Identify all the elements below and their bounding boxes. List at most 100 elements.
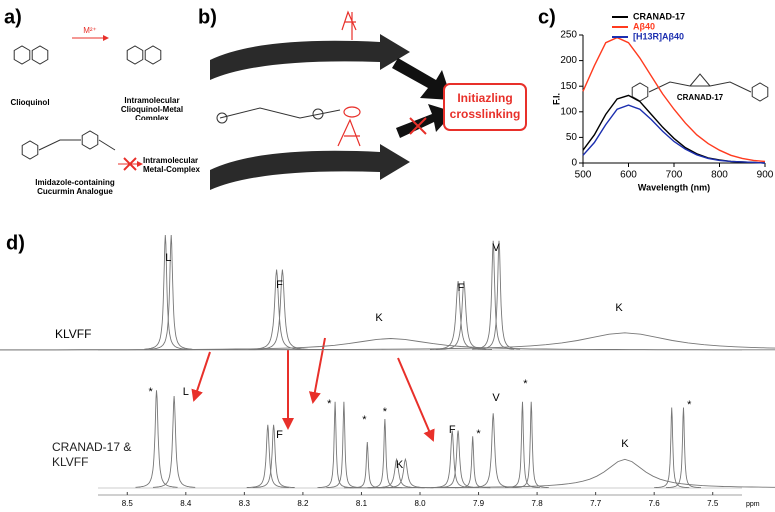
y-tick-label: 250	[560, 30, 577, 41]
peak	[343, 458, 775, 489]
peak-label: V	[492, 392, 500, 404]
cross	[409, 117, 427, 135]
metal-label: M²⁺	[83, 26, 97, 35]
y-tick-label: 100	[560, 106, 577, 117]
series-line	[582, 94, 766, 164]
y-tick-label: 150	[560, 81, 577, 92]
block-arrow	[392, 58, 452, 100]
box-label: Initiazling crosslinking	[449, 91, 521, 121]
peak	[431, 430, 474, 489]
peak	[144, 234, 187, 350]
series-line	[582, 36, 766, 163]
molecule-sketches	[13, 45, 769, 160]
ring	[31, 45, 49, 65]
y-tick-label: 50	[566, 132, 578, 143]
ring	[81, 130, 99, 150]
legend-label: [H13R]Aβ40	[633, 31, 684, 41]
analogue-text: Imidazole-containing Cucurmin Analogue	[35, 178, 115, 196]
peak-label: *	[687, 399, 692, 411]
analogue-label: Imidazole-containing Cucurmin Analogue	[35, 178, 115, 196]
panel-label: b)	[198, 6, 217, 28]
peak	[472, 240, 515, 350]
peak	[252, 424, 295, 489]
x-tick-label: 700	[666, 170, 683, 181]
peak-label: F	[458, 282, 465, 294]
peak-label: F	[449, 424, 456, 436]
peak-label: L	[165, 252, 171, 264]
series-line	[582, 104, 766, 164]
peak	[349, 441, 385, 489]
x-tick-label: 7.5	[707, 499, 719, 508]
peak-label: L	[183, 386, 189, 398]
spectrum-name: KLVFF	[55, 327, 91, 341]
peak	[150, 234, 193, 350]
x-tick-label: 8.2	[297, 499, 309, 508]
peak	[0, 338, 775, 351]
crosslink-box	[443, 83, 527, 131]
box-text: Initiazling crosslinking	[449, 91, 521, 121]
peak	[0, 332, 775, 351]
complex-text: Intramolecular Clioquinol-Metal Complex	[120, 96, 184, 120]
spectrum-name: CRANAD-17 & KLVFF	[52, 440, 132, 469]
peak-label: V	[492, 242, 500, 254]
peak-label: K	[396, 459, 404, 471]
legend-label: Aβ40	[633, 21, 655, 31]
cross	[123, 157, 137, 171]
x-tick-label: 7.6	[649, 499, 661, 508]
legend-label: CRANAD-17	[633, 11, 685, 21]
peak-label: F	[276, 279, 283, 291]
panel-label: a)	[4, 6, 22, 28]
x-tick-label: 7.7	[590, 499, 602, 508]
y-axis-label: F.I.	[551, 93, 561, 105]
peak	[326, 401, 362, 489]
y-tick-label: 200	[560, 55, 577, 66]
x-tick-label: 600	[620, 170, 637, 181]
x-tick-label: 7.9	[473, 499, 485, 508]
molecule-name: CRANAD-17	[677, 93, 724, 102]
peak	[478, 240, 521, 350]
ring	[751, 82, 769, 102]
x-tick-label: 900	[757, 170, 774, 181]
peak	[472, 413, 515, 488]
peak-label: K	[375, 312, 383, 324]
chain	[38, 139, 116, 151]
chain	[648, 73, 752, 93]
peak	[504, 401, 540, 489]
peak-label: *	[383, 406, 388, 418]
x-axis-label: ppm	[746, 501, 760, 508]
peak	[513, 401, 549, 489]
ring	[126, 45, 144, 65]
peak-label: K	[621, 438, 629, 450]
peak-label: F	[276, 429, 283, 441]
block-arrow	[396, 104, 454, 138]
complex-label: Intramolecular Clioquinol-Metal Complex	[120, 96, 184, 120]
x-tick-label: 8.0	[414, 499, 426, 508]
peak	[317, 401, 353, 489]
beta-strand	[210, 144, 410, 190]
x-tick-label: 8.5	[122, 499, 134, 508]
x-axis-label: Wavelength (nm)	[638, 182, 710, 192]
panel-label: d)	[6, 232, 25, 254]
x-tick-label: 8.1	[356, 499, 368, 508]
x-tick-label: 500	[575, 170, 592, 181]
peak	[367, 418, 403, 489]
peak	[152, 395, 196, 488]
peak	[377, 457, 434, 489]
peak	[135, 390, 178, 488]
peak-label: *	[476, 428, 481, 440]
peak-label: *	[523, 378, 528, 390]
x-tick-label: 8.3	[239, 499, 251, 508]
peak-label: *	[362, 414, 367, 426]
ring	[21, 140, 39, 160]
x-tick-label: 7.8	[532, 499, 544, 508]
no-complex-text: Intramolecular Metal-Complex	[143, 156, 200, 174]
no-complex-label: Intramolecular Metal-Complex	[143, 156, 200, 174]
panel-label: c)	[538, 6, 556, 28]
ligand-sketch	[216, 107, 341, 124]
x-tick-label: 800	[711, 170, 728, 181]
side-chain-sketches	[337, 10, 361, 147]
peak	[665, 407, 701, 489]
peak-label: *	[327, 398, 332, 410]
